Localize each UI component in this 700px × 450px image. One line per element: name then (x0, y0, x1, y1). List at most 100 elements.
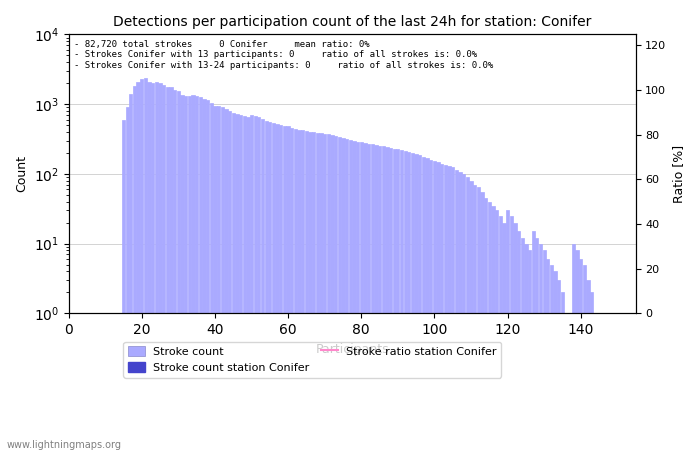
Bar (243, 116, 246, 450)
Bar (367, 144, 370, 450)
Bar (455, 170, 458, 450)
Bar (349, 140, 352, 450)
Bar (144, 77, 147, 450)
Bar (130, 94, 132, 450)
Bar (550, 265, 553, 450)
Bar (309, 132, 312, 450)
Bar (250, 115, 253, 450)
Bar (246, 117, 249, 450)
Bar (235, 114, 239, 450)
Bar (253, 116, 257, 450)
Bar (162, 85, 165, 450)
X-axis label: Participants: Participants (315, 343, 389, 356)
Bar (337, 137, 341, 450)
Bar (436, 162, 440, 450)
Bar (582, 265, 586, 450)
Bar (301, 130, 304, 450)
Bar (411, 153, 414, 450)
Bar (473, 184, 476, 450)
Bar (265, 121, 268, 450)
Bar (173, 90, 176, 450)
Bar (477, 187, 480, 450)
Bar (469, 180, 472, 450)
Bar (370, 144, 374, 450)
Bar (564, 314, 568, 450)
Bar (513, 223, 517, 450)
Bar (122, 120, 125, 450)
Bar (539, 243, 542, 450)
Bar (587, 280, 589, 450)
Bar (542, 250, 546, 450)
Bar (568, 314, 571, 450)
Bar (491, 206, 495, 450)
Bar (286, 126, 290, 450)
Bar (451, 167, 454, 450)
Bar (414, 154, 418, 450)
Bar (561, 292, 564, 450)
Bar (352, 140, 356, 450)
Bar (283, 126, 286, 450)
Bar (572, 243, 575, 450)
Bar (503, 223, 505, 450)
Bar (418, 155, 421, 450)
Bar (403, 151, 407, 450)
Bar (360, 142, 363, 450)
Bar (330, 135, 334, 450)
Bar (304, 131, 308, 450)
Bar (125, 107, 129, 450)
Bar (393, 148, 395, 450)
Bar (176, 91, 180, 450)
Bar (276, 124, 279, 450)
Bar (422, 157, 425, 450)
Bar (378, 145, 382, 450)
Bar (605, 314, 608, 450)
Bar (531, 231, 535, 450)
Bar (224, 109, 228, 450)
Bar (228, 111, 231, 450)
Bar (191, 95, 195, 450)
Bar (151, 83, 155, 450)
Bar (202, 99, 206, 450)
Bar (382, 146, 385, 450)
Bar (181, 95, 183, 450)
Bar (557, 280, 561, 450)
Bar (363, 143, 367, 450)
Bar (462, 174, 466, 450)
Bar (239, 115, 242, 450)
Bar (206, 100, 209, 450)
Bar (517, 231, 520, 450)
Bar (374, 145, 377, 450)
Text: - 82,720 total strokes     0 Conifer     mean ratio: 0%
- Strokes Conifer with 1: - 82,720 total strokes 0 Conifer mean ra… (74, 40, 494, 70)
Bar (345, 139, 349, 450)
Legend: Stroke count, Stroke count station Conifer, Stroke ratio station Conifer: Stroke count, Stroke count station Conif… (123, 342, 501, 378)
Y-axis label: Count: Count (15, 155, 28, 193)
Bar (184, 96, 188, 450)
Bar (166, 87, 169, 450)
Bar (327, 134, 330, 450)
Bar (590, 292, 594, 450)
Bar (188, 96, 191, 450)
Text: www.lightningmaps.org: www.lightningmaps.org (7, 440, 122, 450)
Bar (334, 136, 337, 450)
Bar (217, 106, 220, 450)
Bar (400, 150, 403, 450)
Bar (407, 152, 410, 450)
Bar (440, 164, 443, 450)
Bar (155, 81, 158, 450)
Bar (546, 259, 550, 450)
Title: Detections per participation count of the last 24h for station: Conifer: Detections per participation count of th… (113, 15, 592, 29)
Bar (458, 172, 462, 450)
Bar (136, 81, 140, 450)
Bar (495, 210, 498, 450)
Bar (298, 130, 301, 450)
Bar (498, 216, 502, 450)
Bar (396, 149, 400, 450)
Bar (426, 158, 428, 450)
Bar (389, 148, 392, 450)
Bar (444, 165, 447, 450)
Bar (484, 198, 487, 450)
Bar (294, 129, 297, 450)
Bar (133, 86, 136, 450)
Bar (601, 314, 604, 450)
Bar (510, 216, 513, 450)
